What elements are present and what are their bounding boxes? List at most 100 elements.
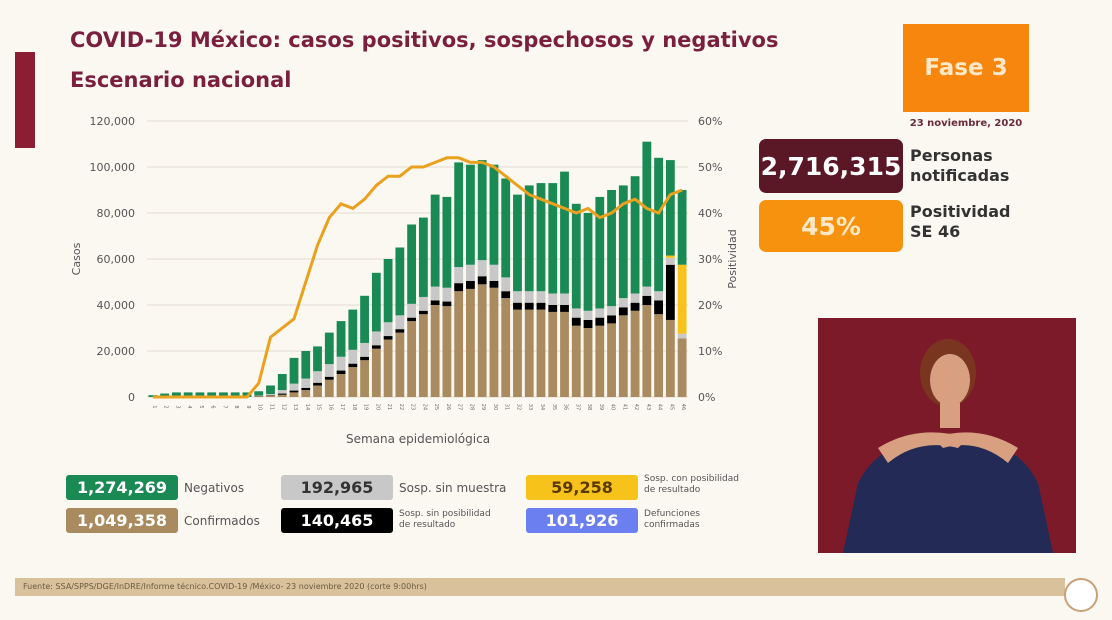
bar-segment-confirmados: [254, 396, 264, 397]
x-tick-label: 35: [551, 404, 557, 410]
legend-sosp-con-posibilidad-value: 59,258: [526, 475, 638, 500]
bar-segment-negativos: [583, 213, 593, 311]
bar-segment-sosp-sin-muestra: [313, 371, 322, 383]
bar-segment-sosp-sin-muestra: [336, 356, 346, 371]
bar-segment-negativos: [289, 357, 299, 384]
bar-segment-sosp-sin-posibilidad-de-resultado: [466, 280, 475, 289]
bar-segment-negativos: [418, 217, 428, 297]
bar-segment-sosp-sin-muestra: [548, 293, 558, 305]
bar-segment-negativos: [407, 224, 417, 304]
bar-segment-confirmados: [536, 309, 546, 397]
x-tick-label: 44: [657, 404, 663, 410]
bar-segment-sosp-sin-muestra: [654, 291, 664, 301]
bar-segment-negativos: [219, 392, 228, 397]
y2-tick-label: 20%: [698, 299, 722, 312]
interpreter-figure: [843, 339, 1053, 553]
bar-segment-confirmados: [407, 321, 417, 397]
legend-label-line: Sosp. con posibilidad: [644, 474, 739, 484]
bar-segment-confirmados: [548, 311, 558, 397]
x-tick-label: 46: [680, 404, 686, 410]
notified-label-2: notificadas: [910, 166, 1010, 185]
bar-segment-sosp-sin-muestra: [618, 298, 628, 308]
bar-segment-confirmados: [301, 390, 311, 397]
bar-segment-confirmados: [442, 306, 452, 397]
bar-segment-sosp-sin-posibilidad-de-resultado: [277, 393, 287, 395]
bar-segment-sosp-sin-muestra: [524, 291, 534, 303]
bar-segment-negativos: [642, 141, 652, 287]
bar-segment-confirmados: [501, 298, 511, 397]
bar-segment-sosp-sin-posibilidad-de-resultado: [477, 276, 487, 285]
positivity-label-1: Positividad: [910, 202, 1011, 221]
bar-segment-negativos: [266, 385, 275, 395]
bar-segment-sosp-sin-posibilidad-de-resultado: [642, 295, 652, 305]
bar-segment-sosp-sin-muestra: [642, 286, 652, 296]
x-tick-label: 10: [257, 404, 263, 410]
x-tick-label: 20: [374, 404, 380, 410]
x-tick-label: 39: [598, 404, 604, 410]
bar-segment-negativos: [454, 162, 464, 268]
x-tick-label: 24: [421, 404, 427, 410]
x-tick-label: 22: [398, 404, 404, 410]
x-tick-label: 4: [186, 405, 192, 408]
x-tick-label: 8: [233, 405, 239, 408]
bar-segment-confirmados: [618, 315, 628, 397]
bar-segment-sosp-con-posibilidad-de-resultado: [677, 264, 687, 334]
bar-segment-negativos: [618, 185, 628, 299]
x-tick-label: 15: [316, 404, 322, 410]
bar-segment-sosp-sin-muestra: [513, 291, 522, 303]
bar-segment-sosp-sin-muestra: [630, 293, 640, 303]
bar-segment-sosp-sin-posibilidad-de-resultado: [665, 264, 675, 320]
y2-tick-label: 50%: [698, 161, 722, 174]
x-tick-label: 2: [163, 405, 169, 408]
bar-segment-sosp-sin-posibilidad-de-resultado: [430, 300, 440, 305]
bar-segment-negativos: [254, 391, 264, 396]
bar-segment-sosp-sin-muestra: [395, 315, 405, 330]
bar-segment-confirmados: [595, 325, 605, 397]
bar-segment-sosp-sin-posibilidad-de-resultado: [501, 291, 511, 299]
bar-segment-negativos: [501, 178, 511, 278]
y-tick-label: 0: [128, 391, 135, 404]
bar-segment-negativos: [630, 176, 640, 294]
bar-segment-negativos: [513, 194, 522, 292]
bar-segment-negativos: [277, 374, 287, 391]
x-tick-label: 6: [210, 405, 216, 408]
x-tick-label: 9: [245, 405, 251, 408]
bar-segment-sosp-sin-muestra: [560, 293, 569, 305]
bar-segment-negativos: [336, 321, 346, 357]
bar-segment-confirmados: [313, 385, 322, 397]
x-tick-label: 25: [433, 404, 439, 410]
bar-segment-sosp-sin-muestra: [324, 364, 334, 377]
x-tick-label: 1: [151, 405, 157, 408]
x-tick-label: 34: [539, 404, 545, 410]
bar-segment-sosp-sin-posibilidad-de-resultado: [524, 302, 534, 310]
y-tick-label: 80,000: [97, 207, 136, 220]
bar-segment-negativos: [607, 190, 616, 307]
bar-segment-negativos: [207, 392, 217, 397]
bar-segment-confirmados: [371, 348, 381, 397]
bar-segment-negativos: [183, 392, 193, 397]
source-footer: Fuente: SSA/SPPS/DGE/InDRE/Informe técni…: [15, 578, 1065, 596]
bar-segment-negativos: [430, 194, 440, 287]
bar-segment-confirmados: [360, 360, 369, 397]
legend-sosp-sin-posibilidad-label: Sosp. sin posibilidad de resultado: [399, 509, 491, 531]
bar-segment-sosp-sin-posibilidad-de-resultado: [395, 329, 405, 333]
bar-segment-confirmados: [607, 323, 616, 397]
bar-segment-sosp-sin-muestra: [489, 264, 499, 281]
bar-segment-sosp-sin-posibilidad-de-resultado: [560, 305, 569, 312]
x-tick-label: 38: [586, 404, 592, 410]
x-tick-label: 31: [504, 404, 510, 410]
bar-segment-sosp-sin-muestra: [466, 264, 475, 281]
bar-segment-sosp-sin-posibilidad-de-resultado: [442, 301, 452, 307]
bar-segment-confirmados: [571, 325, 581, 397]
legend-confirmados-value: 1,049,358: [66, 508, 178, 533]
decorative-bar: [15, 52, 35, 148]
bar-segment-negativos: [383, 259, 393, 323]
x-tick-label: 12: [280, 404, 286, 410]
bar-segment-sosp-sin-muestra: [571, 308, 581, 318]
bar-segment-confirmados: [642, 305, 652, 397]
legend-label-line: Sosp. sin posibilidad: [399, 509, 491, 519]
bar-segment-sosp-sin-muestra: [360, 342, 369, 357]
y-tick-label: 100,000: [90, 161, 136, 174]
bar-segment-sosp-sin-muestra: [418, 296, 428, 311]
bar-segment-negativos: [571, 203, 581, 309]
